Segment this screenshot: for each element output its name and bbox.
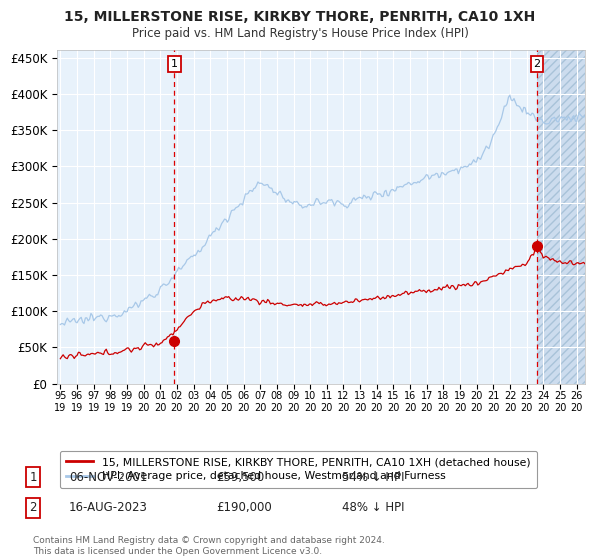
Text: 54% ↓ HPI: 54% ↓ HPI (342, 470, 404, 484)
Text: 06-NOV-2001: 06-NOV-2001 (69, 470, 148, 484)
Text: 48% ↓ HPI: 48% ↓ HPI (342, 501, 404, 515)
Text: 1: 1 (29, 470, 37, 484)
Text: 2: 2 (29, 501, 37, 515)
Text: 16-AUG-2023: 16-AUG-2023 (69, 501, 148, 515)
Text: Price paid vs. HM Land Registry's House Price Index (HPI): Price paid vs. HM Land Registry's House … (131, 27, 469, 40)
Text: £190,000: £190,000 (216, 501, 272, 515)
Text: 15, MILLERSTONE RISE, KIRKBY THORE, PENRITH, CA10 1XH: 15, MILLERSTONE RISE, KIRKBY THORE, PENR… (64, 10, 536, 24)
Text: 1: 1 (171, 59, 178, 69)
Bar (537, 50, 600, 384)
Text: £59,500: £59,500 (216, 470, 264, 484)
Bar (537, 50, 600, 384)
Legend: 15, MILLERSTONE RISE, KIRKBY THORE, PENRITH, CA10 1XH (detached house), HPI: Ave: 15, MILLERSTONE RISE, KIRKBY THORE, PENR… (60, 451, 537, 488)
Text: 2: 2 (533, 59, 541, 69)
Text: Contains HM Land Registry data © Crown copyright and database right 2024.
This d: Contains HM Land Registry data © Crown c… (33, 536, 385, 556)
